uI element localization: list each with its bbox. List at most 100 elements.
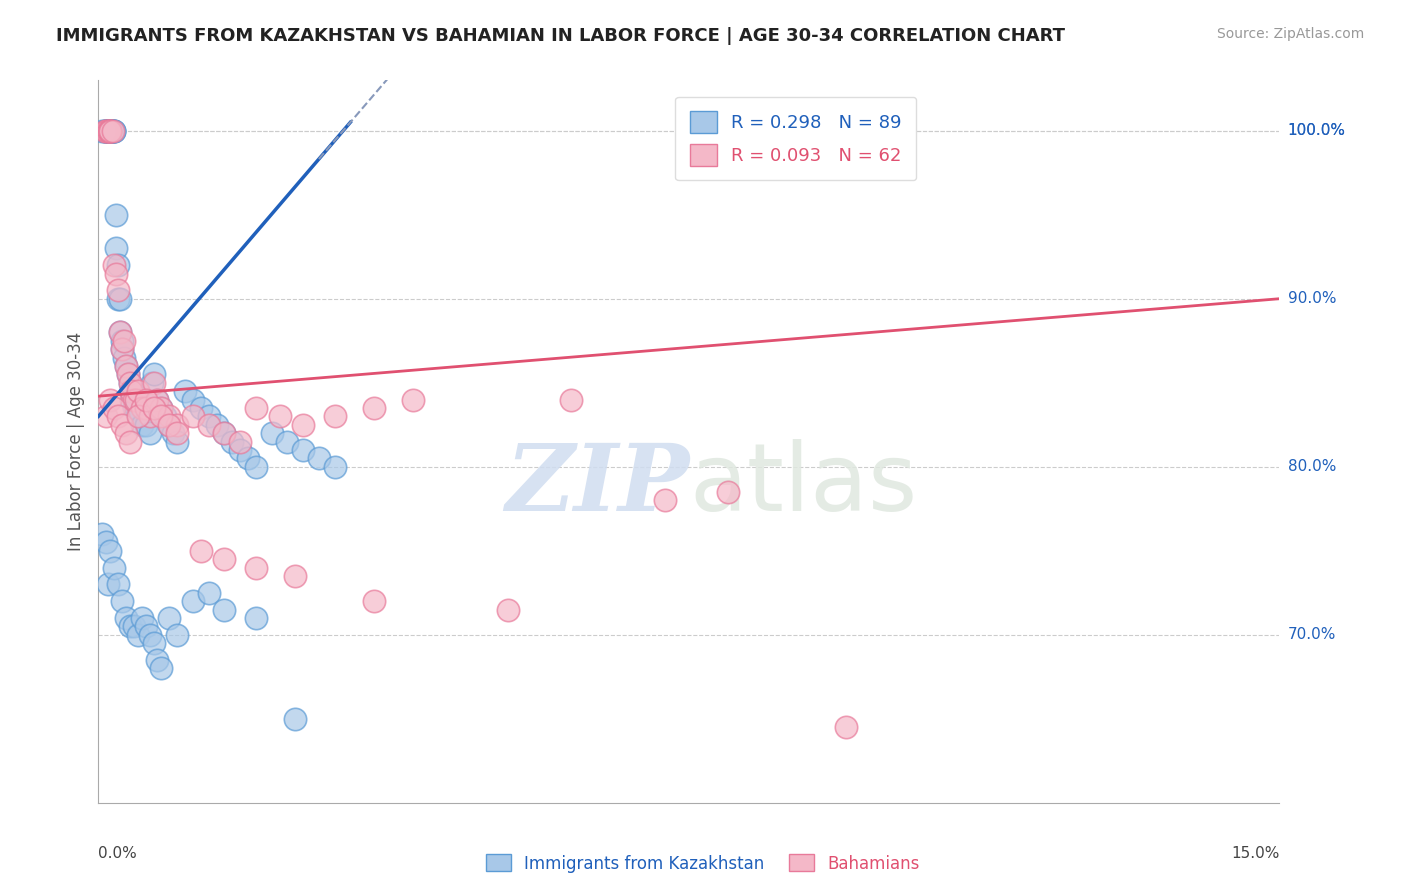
Y-axis label: In Labor Force | Age 30-34: In Labor Force | Age 30-34 xyxy=(66,332,84,551)
Point xyxy=(229,442,252,457)
Text: 0.0%: 0.0% xyxy=(98,847,138,861)
Point xyxy=(127,384,149,398)
Point xyxy=(104,267,127,281)
Point xyxy=(97,124,120,138)
Point xyxy=(560,392,582,407)
Point xyxy=(112,334,135,348)
Point xyxy=(107,292,129,306)
Text: IMMIGRANTS FROM KAZAKHSTAN VS BAHAMIAN IN LABOR FORCE | AGE 30-34 CORRELATION CH: IMMIGRANTS FROM KAZAKHSTAN VS BAHAMIAN I… xyxy=(56,27,1066,45)
Point xyxy=(292,417,315,432)
Point xyxy=(174,384,197,398)
Point xyxy=(260,426,283,441)
Point xyxy=(107,283,129,297)
Point xyxy=(110,326,132,340)
Point xyxy=(127,409,149,424)
Point xyxy=(98,124,121,138)
Point xyxy=(181,409,204,424)
Point xyxy=(236,451,259,466)
Point xyxy=(135,401,157,415)
Point xyxy=(115,426,138,441)
Point xyxy=(121,392,143,407)
Point xyxy=(96,535,118,549)
Point xyxy=(214,426,236,441)
Point xyxy=(98,392,121,407)
Point xyxy=(91,527,114,541)
Point xyxy=(104,241,127,255)
Point xyxy=(100,124,122,138)
Point xyxy=(111,342,134,356)
Point xyxy=(157,417,180,432)
Point xyxy=(125,392,148,407)
Point xyxy=(96,124,118,138)
Point xyxy=(363,401,385,415)
Point xyxy=(138,628,160,642)
Point xyxy=(98,543,121,558)
Point xyxy=(98,124,121,138)
Point xyxy=(103,401,125,415)
Point xyxy=(166,434,188,449)
Point xyxy=(110,326,132,340)
Point xyxy=(93,124,115,138)
Point xyxy=(245,459,267,474)
Point xyxy=(101,124,124,138)
Point xyxy=(166,417,188,432)
Point xyxy=(181,594,204,608)
Point xyxy=(190,401,212,415)
Point xyxy=(111,417,134,432)
Point xyxy=(146,392,169,407)
Point xyxy=(157,417,180,432)
Point xyxy=(150,401,173,415)
Point xyxy=(112,351,135,365)
Point xyxy=(103,258,125,272)
Point xyxy=(91,124,114,138)
Point xyxy=(142,376,165,390)
Point xyxy=(103,124,125,138)
Point xyxy=(115,359,138,373)
Point xyxy=(835,720,858,734)
Point xyxy=(157,409,180,424)
Point xyxy=(197,417,219,432)
Point xyxy=(118,434,141,449)
Text: atlas: atlas xyxy=(689,439,917,531)
Text: 70.0%: 70.0% xyxy=(1288,627,1336,642)
Text: 80.0%: 80.0% xyxy=(1288,459,1336,475)
Point xyxy=(93,124,115,138)
Point xyxy=(135,619,157,633)
Point xyxy=(101,124,124,138)
Point xyxy=(98,124,121,138)
Point xyxy=(276,434,298,449)
Point xyxy=(284,569,307,583)
Point xyxy=(142,401,165,415)
Point xyxy=(269,409,291,424)
Point xyxy=(97,124,120,138)
Point xyxy=(125,401,148,415)
Point xyxy=(115,359,138,373)
Point xyxy=(117,368,139,382)
Text: 90.0%: 90.0% xyxy=(1288,291,1336,306)
Point xyxy=(98,124,121,138)
Point xyxy=(323,409,346,424)
Point xyxy=(96,124,118,138)
Point xyxy=(107,258,129,272)
Point xyxy=(292,442,315,457)
Point xyxy=(166,426,188,441)
Point xyxy=(103,124,125,138)
Point xyxy=(138,426,160,441)
Point xyxy=(127,409,149,424)
Point xyxy=(98,124,121,138)
Text: 100.0%: 100.0% xyxy=(1288,123,1346,138)
Point xyxy=(101,124,124,138)
Point xyxy=(97,124,120,138)
Text: Source: ZipAtlas.com: Source: ZipAtlas.com xyxy=(1216,27,1364,41)
Legend: R = 0.298   N = 89, R = 0.093   N = 62: R = 0.298 N = 89, R = 0.093 N = 62 xyxy=(675,96,917,180)
Point xyxy=(98,124,121,138)
Point xyxy=(146,653,169,667)
Point xyxy=(402,392,425,407)
Point xyxy=(197,409,219,424)
Point xyxy=(103,124,125,138)
Point xyxy=(245,611,267,625)
Point xyxy=(150,409,173,424)
Point xyxy=(135,392,157,407)
Point xyxy=(214,426,236,441)
Point xyxy=(103,560,125,574)
